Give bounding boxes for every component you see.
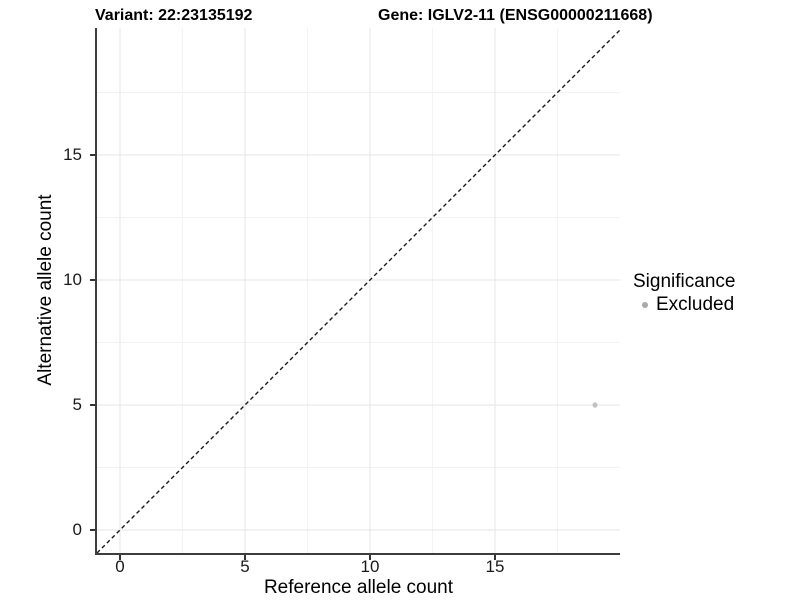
x-tick-label: 15 [485, 557, 505, 576]
y-tick-mark [90, 404, 95, 406]
x-tick-label: 5 [240, 557, 250, 576]
y-axis-title: Alternative allele count [35, 194, 56, 386]
x-tick-label: 0 [115, 557, 125, 576]
legend-item-label: Excluded [656, 294, 735, 315]
x-tick-mark [119, 555, 121, 560]
x-tick-mark [244, 555, 246, 560]
data-point [592, 402, 598, 408]
identity-line [97, 29, 620, 553]
y-tick-label: 0 [72, 520, 82, 539]
x-tick-mark [369, 555, 371, 560]
legend-title: Significance [633, 271, 736, 292]
plot-panel [95, 28, 620, 555]
x-tick-label: 10 [360, 557, 380, 576]
y-tick-label: 5 [72, 395, 82, 414]
legend: Significance Excluded [633, 271, 735, 315]
y-tick-label: 15 [63, 145, 82, 164]
y-tick-mark [90, 279, 95, 281]
y-tick-label: 10 [63, 270, 82, 289]
plot-title-variant: Variant: 22:23135192 [95, 7, 253, 24]
x-axis-title: Reference allele count [263, 577, 454, 598]
legend-point-icon [642, 301, 648, 308]
plot-title-gene: Gene: IGLV2-11 (ENSG00000211668) [378, 7, 653, 24]
x-tick-mark [494, 555, 496, 560]
legend-item-excluded: Excluded [633, 294, 735, 315]
plot-canvas [97, 28, 620, 553]
y-tick-mark [90, 529, 95, 531]
y-tick-mark [90, 154, 95, 156]
